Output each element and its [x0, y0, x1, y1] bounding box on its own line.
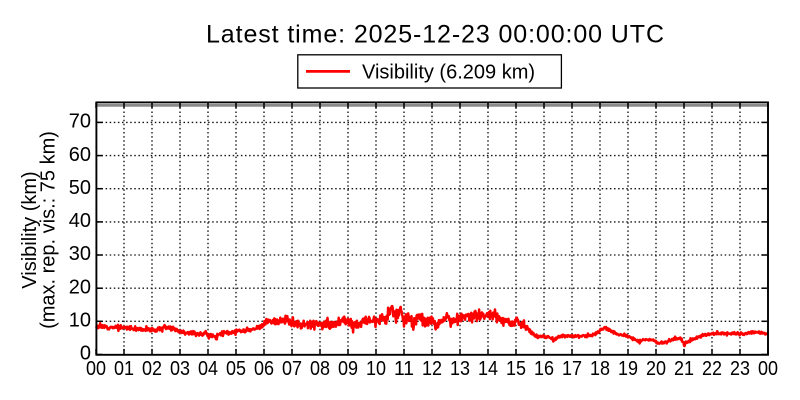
svg-text:13: 13: [450, 358, 470, 380]
svg-text:16: 16: [534, 358, 554, 380]
svg-text:21: 21: [674, 358, 694, 380]
svg-text:03: 03: [170, 358, 190, 380]
svg-text:00: 00: [86, 358, 106, 380]
svg-text:20: 20: [69, 276, 91, 298]
svg-text:09: 09: [338, 358, 358, 380]
svg-text:08: 08: [310, 358, 330, 380]
svg-text:11: 11: [394, 358, 414, 380]
svg-text:(max. rep. vis.: 75 km): (max. rep. vis.: 75 km): [38, 131, 60, 329]
svg-text:18: 18: [590, 358, 610, 380]
svg-text:22: 22: [702, 358, 722, 380]
svg-text:05: 05: [226, 358, 246, 380]
svg-text:Visibility (km): Visibility (km): [19, 171, 41, 288]
svg-text:Visibility (6.209 km): Visibility (6.209 km): [362, 62, 535, 84]
svg-text:02: 02: [142, 358, 162, 380]
svg-text:30: 30: [69, 243, 91, 265]
svg-text:07: 07: [282, 358, 302, 380]
svg-text:60: 60: [69, 144, 91, 166]
svg-text:14: 14: [478, 358, 498, 380]
svg-text:15: 15: [506, 358, 526, 380]
svg-text:20: 20: [646, 358, 666, 380]
svg-text:04: 04: [198, 358, 218, 380]
svg-text:10: 10: [366, 358, 386, 380]
svg-text:12: 12: [422, 358, 442, 380]
svg-text:00: 00: [758, 358, 778, 380]
svg-text:23: 23: [730, 358, 750, 380]
svg-text:10: 10: [69, 310, 91, 332]
svg-text:40: 40: [69, 210, 91, 232]
svg-text:01: 01: [114, 358, 134, 380]
svg-text:50: 50: [69, 177, 91, 199]
svg-text:0: 0: [80, 343, 91, 365]
svg-text:19: 19: [618, 358, 638, 380]
svg-text:17: 17: [562, 358, 582, 380]
svg-text:Latest time: 2025-12-23 00:00:: Latest time: 2025-12-23 00:00:00 UTC: [206, 21, 664, 49]
svg-text:70: 70: [69, 111, 91, 133]
svg-text:06: 06: [254, 358, 274, 380]
